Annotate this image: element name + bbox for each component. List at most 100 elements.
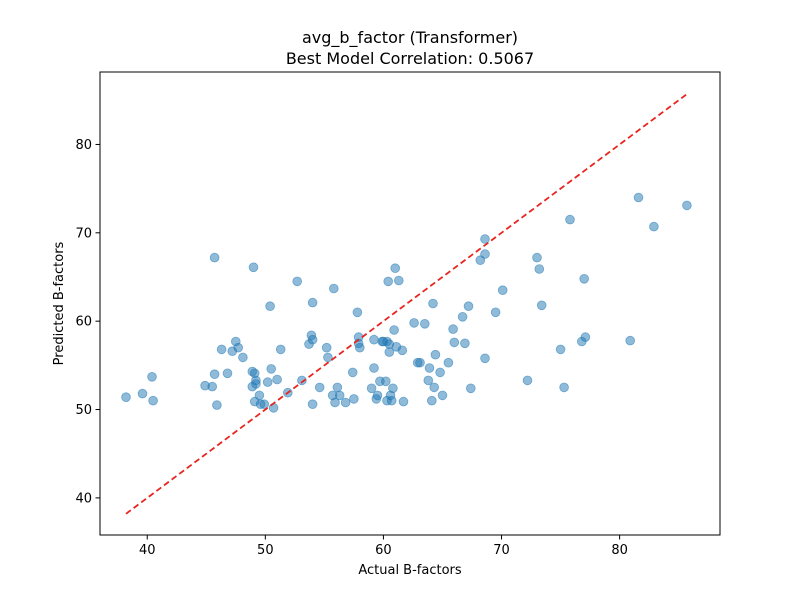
x-axis-label: Actual B-factors <box>358 563 462 578</box>
data-point-104 <box>534 264 545 274</box>
data-point-67 <box>384 347 395 357</box>
data-point-95 <box>465 383 476 394</box>
data-point-102 <box>522 375 533 386</box>
data-point-47 <box>340 397 351 408</box>
data-point-83 <box>426 395 437 406</box>
data-point-114 <box>649 221 659 232</box>
data-point-106 <box>555 344 566 355</box>
data-point-32 <box>292 276 303 287</box>
y-tick-label-80: 80 <box>75 138 92 153</box>
data-point-24 <box>259 399 270 410</box>
data-point-82 <box>424 363 435 373</box>
data-point-113 <box>633 192 644 203</box>
data-point-81 <box>423 375 434 386</box>
data-point-13 <box>233 342 244 353</box>
data-point-10 <box>222 368 233 379</box>
y-tick-label-60: 60 <box>75 315 92 330</box>
x-axis-ticks: 40 50 60 70 80 <box>139 535 628 558</box>
data-point-2 <box>147 371 157 382</box>
data-point-17 <box>248 262 259 273</box>
reference-line <box>125 93 688 515</box>
x-tick-label-70: 70 <box>493 543 510 558</box>
y-axis-label: Predicted B-factors <box>52 241 67 365</box>
data-point-94 <box>463 301 474 312</box>
data-point-49 <box>349 394 359 404</box>
data-point-107 <box>559 382 569 393</box>
data-point-112 <box>625 335 635 346</box>
data-point-39 <box>314 382 325 393</box>
data-point-85 <box>429 382 440 393</box>
chart-title: avg_b_factor (Transformer) <box>302 28 518 48</box>
data-point-69 <box>386 395 397 406</box>
data-point-45 <box>332 382 343 393</box>
data-point-72 <box>390 263 401 274</box>
data-point-70 <box>388 383 398 394</box>
data-point-5 <box>207 381 218 392</box>
data-point-97 <box>480 249 490 259</box>
data-point-90 <box>448 324 458 334</box>
data-point-30 <box>275 344 286 355</box>
x-tick-label-40: 40 <box>139 543 156 558</box>
data-point-53 <box>354 342 365 353</box>
data-point-80 <box>419 318 430 329</box>
data-point-46 <box>334 390 345 401</box>
data-point-105 <box>536 300 547 311</box>
data-point-101 <box>497 285 508 296</box>
data-point-50 <box>352 307 363 318</box>
data-point-99 <box>480 353 490 364</box>
data-point-84 <box>428 298 438 309</box>
data-point-8 <box>212 400 222 410</box>
x-tick-label-50: 50 <box>257 543 274 558</box>
data-point-29 <box>272 374 282 385</box>
data-point-9 <box>216 344 227 355</box>
data-point-110 <box>579 273 589 284</box>
x-tick-label-80: 80 <box>611 543 628 558</box>
data-point-88 <box>437 390 448 401</box>
data-point-89 <box>443 357 454 368</box>
data-point-92 <box>457 311 468 322</box>
y-tick-label-70: 70 <box>75 226 92 241</box>
data-point-43 <box>328 283 339 294</box>
data-point-86 <box>430 349 441 360</box>
data-point-55 <box>369 363 379 373</box>
x-tick-label-60: 60 <box>375 543 392 558</box>
data-point-65 <box>383 276 394 287</box>
data-point-103 <box>532 252 542 263</box>
data-point-76 <box>398 396 409 407</box>
data-point-41 <box>323 352 333 363</box>
data-point-115 <box>682 200 692 211</box>
data-point-1 <box>137 388 148 399</box>
data-point-87 <box>435 367 445 378</box>
data-point-79 <box>415 357 425 368</box>
data-point-26 <box>265 301 275 312</box>
data-point-56 <box>369 334 379 345</box>
data-point-100 <box>490 307 501 318</box>
data-point-71 <box>389 325 399 335</box>
data-point-54 <box>366 383 377 394</box>
data-point-37 <box>307 297 318 308</box>
data-point-36 <box>307 334 318 345</box>
data-point-3 <box>148 395 158 406</box>
data-point-38 <box>307 399 318 410</box>
data-point-48 <box>347 367 358 378</box>
data-point-75 <box>397 345 408 356</box>
data-point-93 <box>460 338 470 349</box>
data-point-33 <box>297 375 307 386</box>
data-point-62 <box>380 376 391 387</box>
data-point-21 <box>251 379 261 389</box>
data-point-0 <box>121 392 131 403</box>
data-point-91 <box>449 337 460 348</box>
y-axis-ticks: 40 50 60 70 80 <box>75 138 100 506</box>
data-point-98 <box>480 234 490 244</box>
data-point-25 <box>262 377 273 387</box>
data-point-6 <box>209 252 220 263</box>
axes-frame <box>99 71 721 536</box>
plot-area <box>121 93 692 515</box>
data-point-22 <box>254 390 265 401</box>
data-point-40 <box>321 342 332 353</box>
chart-subtitle: Best Model Correlation: 0.5067 <box>286 49 534 68</box>
data-point-44 <box>330 397 340 408</box>
data-point-27 <box>266 364 277 374</box>
data-point-111 <box>580 332 591 342</box>
